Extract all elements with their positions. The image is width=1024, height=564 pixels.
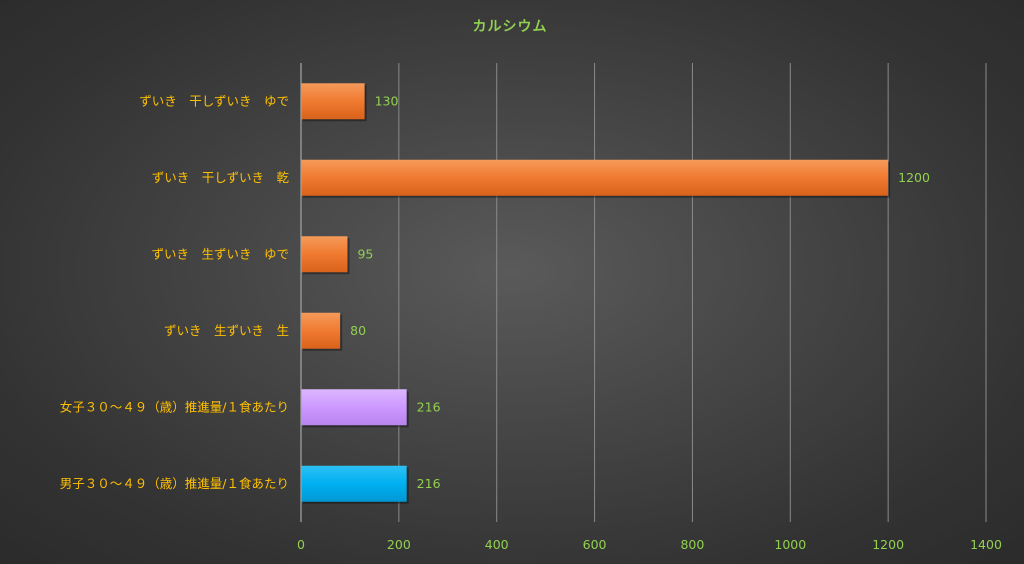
- x-tick-label: 0: [297, 537, 305, 552]
- bar: [301, 465, 407, 502]
- category-label: ずいき 干しずいき ゆで: [139, 93, 289, 108]
- bar: [301, 236, 348, 273]
- x-tick-label: 1400: [970, 537, 1002, 552]
- category-label: ずいき 生ずいき ゆで: [151, 246, 289, 261]
- x-tick-label: 800: [680, 537, 704, 552]
- data-label: 1200: [898, 170, 930, 185]
- bar: [301, 312, 341, 349]
- data-label: 130: [375, 93, 399, 108]
- data-label: 216: [417, 476, 441, 491]
- labels: 0 200 400 600 800 1000 1200 1400 ずいき 干しずいき ゆで 130…: [60, 93, 1002, 552]
- category-label: 女子３０～４９（歳）推進量/１食あたり: [60, 399, 289, 414]
- bar: [301, 83, 365, 120]
- data-label: 80: [350, 323, 366, 338]
- category-label: ずいき 生ずいき 生: [164, 323, 289, 338]
- bars: [301, 83, 891, 504]
- bar: [301, 159, 889, 196]
- x-tick-label: 600: [583, 537, 607, 552]
- data-label: 216: [417, 399, 441, 414]
- x-tick-label: 400: [485, 537, 509, 552]
- category-label: ずいき 干しずいき 乾: [152, 170, 290, 185]
- x-tick-label: 1200: [872, 537, 904, 552]
- x-tick-label: 1000: [774, 537, 806, 552]
- gridlines: [398, 63, 987, 522]
- bar: [301, 389, 407, 426]
- data-label: 95: [357, 246, 373, 261]
- x-tick-label: 200: [387, 537, 411, 552]
- chart-title: カルシウム: [473, 19, 548, 35]
- category-label: 男子３０～４９（歳）推進量/１食あたり: [60, 476, 289, 491]
